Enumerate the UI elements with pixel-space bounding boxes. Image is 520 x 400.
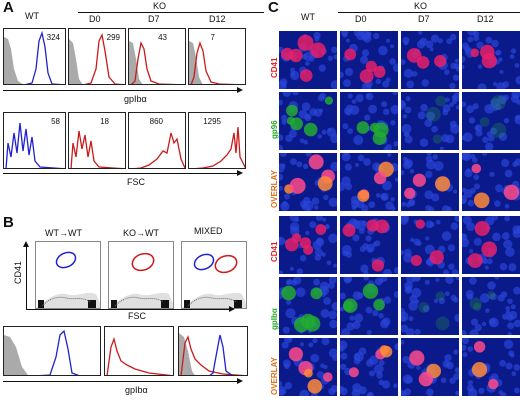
- panel-c-ko-label: KO: [414, 1, 428, 11]
- panel-a-wt-label: WT: [25, 11, 39, 21]
- histogram-gpiba-d12: 7: [188, 28, 246, 85]
- panel-b-title-mixed: MIXED: [194, 226, 223, 236]
- micrograph-overlay-2-d0: [340, 338, 398, 396]
- micrograph-cd41-d7: [401, 31, 459, 89]
- micrograph-cd41-2-d0: [340, 216, 398, 274]
- value-gpiba-d7: 43: [158, 33, 167, 42]
- y-axis-line: [26, 243, 27, 309]
- axis-label-fsc: FSC: [127, 177, 145, 187]
- axis-arrow-fsc: [3, 173, 241, 174]
- value-gpiba-d0: 299: [106, 33, 120, 42]
- histogram-fsc-wt: 58: [3, 112, 66, 169]
- histogram-fsc-d12: 1295: [188, 112, 246, 169]
- panel-c-wt-label: WT: [301, 12, 315, 22]
- row-label-cd41-2: CD41: [270, 241, 279, 262]
- micrograph-gpiba-wt: [279, 277, 337, 335]
- micrograph-gpiba-d7: [401, 277, 459, 335]
- dotplot-wt-wt: [35, 241, 101, 309]
- histogram-gpiba-d0: 299: [68, 28, 126, 85]
- value-fsc-d0: 18: [100, 117, 109, 126]
- dotplot-ko-wt: [108, 241, 174, 309]
- micrograph-overlay-2-d12: [462, 338, 520, 396]
- histogram-fsc-d0: 18: [68, 112, 126, 169]
- panel-c-ko-bracket: [338, 12, 520, 13]
- axis-label-gpiba-b: gpIbα: [125, 385, 148, 395]
- panel-b-title-ko-wt: KO→WT: [123, 228, 159, 238]
- micrograph-overlay-wt: [279, 153, 337, 211]
- histogram-gpiba-d7: 43: [128, 28, 186, 85]
- micrograph-gp96-d7: [401, 92, 459, 150]
- axis-label-gpiba: gpIbα: [124, 94, 147, 104]
- histogram-b-mixed: [178, 326, 248, 376]
- micrograph-gp96-wt: [279, 92, 337, 150]
- row-label-overlay: OVERLAY: [270, 170, 279, 208]
- dotplot-mixed: [181, 241, 247, 309]
- micrograph-cd41-2-wt: [279, 216, 337, 274]
- row-label-cd41: CD41: [270, 57, 279, 78]
- arrowhead-icon: [237, 87, 243, 93]
- micrograph-overlay-d0: [340, 153, 398, 211]
- micrograph-gp96-d12: [462, 92, 520, 150]
- micrograph-gpiba-d0: [340, 277, 398, 335]
- micrograph-cd41-d12: [462, 31, 520, 89]
- micrograph-cd41-2-d12: [462, 216, 520, 274]
- axis-label-cd41: CD41: [13, 260, 23, 284]
- axis-arrow-gpiba-b: [3, 381, 241, 382]
- micrograph-gp96-d0: [340, 92, 398, 150]
- value-gpiba-d12: 7: [210, 33, 215, 42]
- x-axis-line: [26, 309, 232, 310]
- micrograph-overlay-d7: [401, 153, 459, 211]
- panel-b-title-wt-wt: WT→WT: [45, 228, 82, 238]
- axis-arrow-gpiba: [3, 90, 241, 91]
- arrowhead-icon: [23, 241, 29, 247]
- panel-a-col-d0: D0: [89, 14, 101, 24]
- histogram-b-wt-wt: [3, 326, 101, 376]
- micrograph-overlay-2-d7: [401, 338, 459, 396]
- arrowhead-icon: [229, 306, 235, 312]
- panel-a-letter: A: [3, 0, 14, 16]
- arrowhead-icon: [237, 170, 243, 176]
- histogram-fsc-d7: 860: [128, 112, 186, 169]
- value-fsc-d12: 1295: [203, 117, 221, 126]
- micrograph-overlay-d12: [462, 153, 520, 211]
- micrograph-cd41-2-d7: [401, 216, 459, 274]
- panel-a-col-d12: D12: [209, 14, 226, 24]
- micrograph-overlay-2-wt: [279, 338, 337, 396]
- micrograph-gpiba-d12: [462, 277, 520, 335]
- value-fsc-wt: 58: [51, 117, 60, 126]
- micrograph-cd41-d0: [340, 31, 398, 89]
- panel-b-letter: B: [3, 214, 14, 231]
- axis-label-fsc-b: FSC: [128, 311, 146, 321]
- panel-c-letter: C: [268, 0, 279, 16]
- panel-a-ko-label: KO: [153, 1, 167, 11]
- panel-a-col-d7: D7: [148, 14, 160, 24]
- row-label-overlay-2: OVERLAY: [270, 357, 279, 395]
- row-label-gp96: gp96: [270, 120, 279, 139]
- panel-c-col-d12: D12: [477, 14, 494, 24]
- arrowhead-icon: [237, 378, 243, 384]
- panel-c-col-d7: D7: [418, 14, 430, 24]
- panel-c-col-d0: D0: [355, 14, 367, 24]
- value-gpiba-wt: 324: [46, 33, 60, 42]
- histogram-b-ko-wt: [104, 326, 174, 376]
- row-label-gpiba: gpIbα: [270, 308, 279, 330]
- histogram-gpiba-wt: 324: [3, 28, 66, 85]
- value-fsc-d7: 860: [149, 117, 163, 126]
- micrograph-cd41-wt: [279, 31, 337, 89]
- panel-a-ko-bracket: [78, 12, 264, 13]
